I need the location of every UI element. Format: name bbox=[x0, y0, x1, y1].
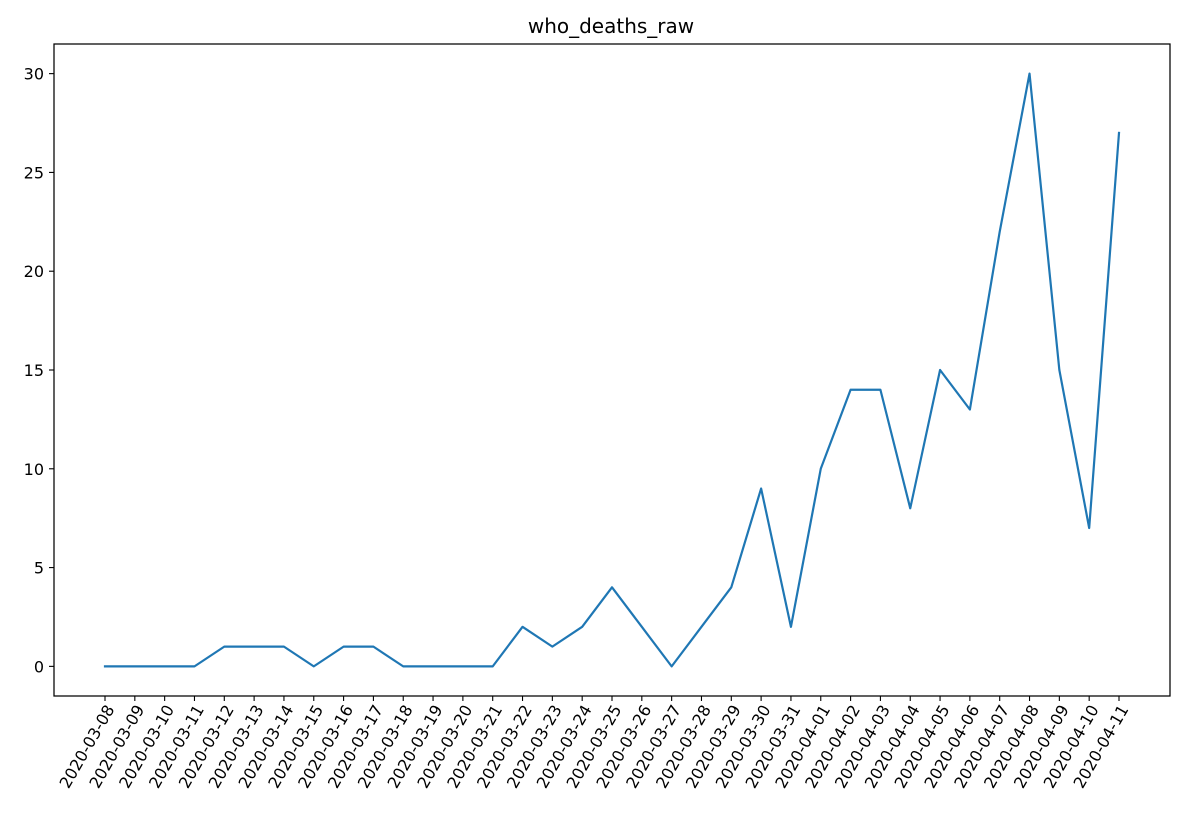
y-tick-label: 15 bbox=[24, 361, 44, 380]
plot-area bbox=[103, 72, 1121, 668]
series-line bbox=[103, 72, 1121, 668]
y-tick-label: 30 bbox=[24, 65, 44, 84]
y-tick-label: 20 bbox=[24, 262, 44, 281]
plot-frame bbox=[53, 43, 1171, 697]
y-tick-label: 0 bbox=[34, 657, 44, 676]
y-axis: 0 5 10 15 20 25 30 bbox=[24, 65, 54, 676]
x-axis: 2020-03-082020-03-092020-03-102020-03-11… bbox=[56, 696, 1132, 792]
y-tick-label: 5 bbox=[34, 559, 44, 578]
chart-title: who_deaths_raw bbox=[528, 14, 694, 38]
y-tick-label: 25 bbox=[24, 163, 44, 182]
y-tick-label: 10 bbox=[24, 460, 44, 479]
